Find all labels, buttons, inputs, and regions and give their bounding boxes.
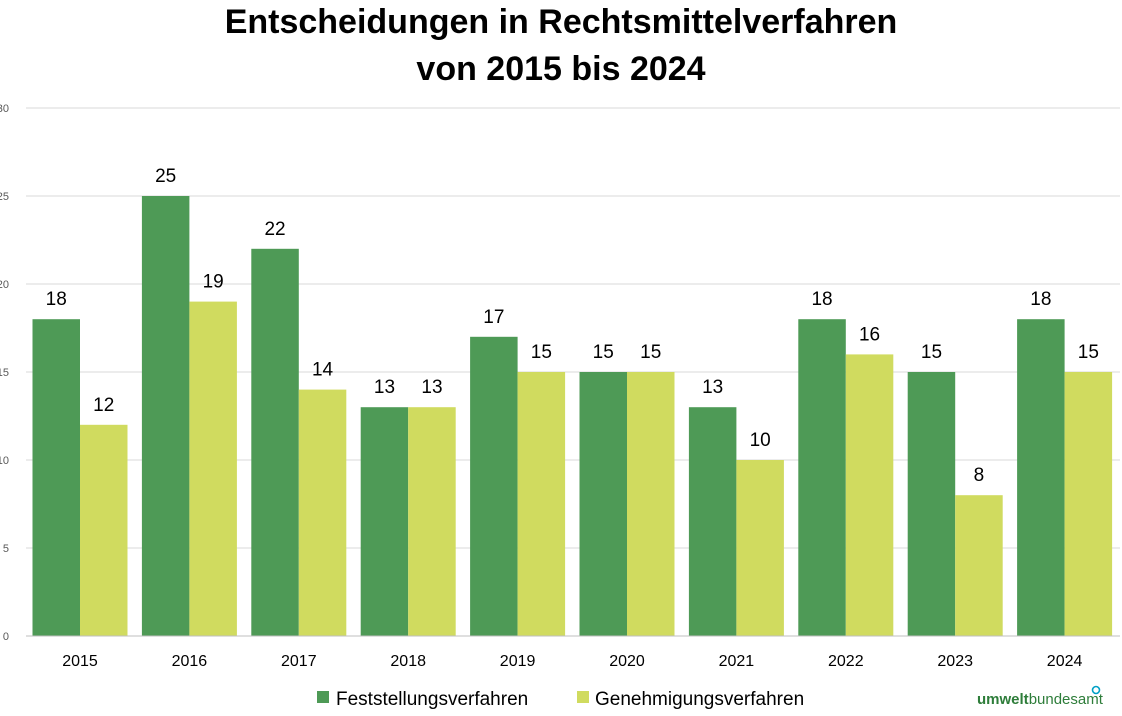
bar-feststellungsverfahren-2020 [579, 372, 627, 636]
y-tick-label-5: 5 [3, 543, 9, 555]
bar-genehmigungsverfahren-2022 [845, 354, 894, 636]
data-label-genehmigungsverfahren-2015: 12 [93, 395, 114, 416]
bar-feststellungsverfahren-2019 [470, 336, 518, 636]
logo-text-part1: umwelt [977, 691, 1029, 708]
y-tick-label-0: 0 [3, 631, 9, 643]
bar-genehmigungsverfahren-2018 [408, 407, 456, 636]
x-tick-label-2019: 2019 [500, 653, 536, 670]
legend: Feststellungsverfahren Genehmigungsverfa… [317, 689, 804, 710]
data-label-genehmigungsverfahren-2024: 15 [1078, 342, 1099, 363]
data-label-feststellungsverfahren-2022: 18 [811, 289, 832, 310]
bar-feststellungsverfahren-2023 [907, 372, 956, 636]
x-tick-label-2020: 2020 [609, 653, 645, 670]
y-tick-label-30: 30 [0, 103, 9, 115]
logo-text: umweltbundesamt [977, 691, 1104, 708]
x-tick-label-2021: 2021 [719, 653, 755, 670]
x-axis-ticks: 2015 2016 2017 2018 2019 2020 2021 2022 2023 2024 [62, 653, 1082, 670]
x-tick-label-2016: 2016 [172, 653, 208, 670]
x-tick-label-2024: 2024 [1047, 653, 1083, 670]
chart-title-line-2: von 2015 bis 2024 [416, 50, 705, 88]
data-label-genehmigungsverfahren-2018: 13 [421, 377, 442, 398]
bar-feststellungsverfahren-2015 [32, 319, 80, 636]
bar-feststellungsverfahren-2018 [360, 407, 409, 636]
data-label-genehmigungsverfahren-2021: 10 [750, 430, 771, 451]
x-tick-label-2015: 2015 [62, 653, 98, 670]
data-label-feststellungsverfahren-2019: 17 [483, 307, 504, 328]
logo-mark-icon [1091, 685, 1101, 695]
bar-feststellungsverfahren-2016 [141, 196, 190, 636]
data-label-feststellungsverfahren-2020: 15 [593, 342, 614, 363]
y-tick-label-25: 25 [0, 191, 9, 203]
bar-feststellungsverfahren-2017 [251, 248, 299, 637]
legend-label-feststellungsverfahren: Feststellungsverfahren [336, 689, 528, 710]
bar-genehmigungsverfahren-2024 [1064, 372, 1113, 636]
bar-feststellungsverfahren-2022 [798, 319, 846, 636]
legend-label-genehmigungsverfahren: Genehmigungsverfahren [595, 689, 804, 710]
data-labels: 18 12 25 19 22 14 13 13 17 15 15 15 13 10 18 16 15 8 18 15 [46, 166, 1099, 486]
x-tick-label-2023: 2023 [937, 653, 973, 670]
chart-title-line-1: Entscheidungen in Rechtsmittelverfahren [225, 3, 898, 41]
data-label-feststellungsverfahren-2023: 15 [921, 342, 942, 363]
bars [32, 196, 1113, 637]
y-tick-label-10: 10 [0, 455, 9, 467]
bar-genehmigungsverfahren-2021 [736, 460, 784, 636]
data-label-genehmigungsverfahren-2019: 15 [531, 342, 552, 363]
bar-genehmigungsverfahren-2020 [627, 372, 675, 636]
data-label-feststellungsverfahren-2015: 18 [46, 289, 67, 310]
data-label-genehmigungsverfahren-2017: 14 [312, 360, 334, 381]
bar-feststellungsverfahren-2024 [1017, 319, 1065, 636]
data-label-feststellungsverfahren-2016: 25 [155, 166, 176, 187]
y-axis-ticks: 0 5 10 15 20 25 30 [0, 103, 9, 643]
data-label-genehmigungsverfahren-2016: 19 [203, 272, 224, 293]
x-tick-label-2017: 2017 [281, 653, 317, 670]
legend-swatch-feststellungsverfahren [317, 691, 329, 703]
umweltbundesamt-logo: umweltbundesamt [977, 685, 1104, 708]
data-label-genehmigungsverfahren-2023: 8 [974, 465, 985, 486]
bar-genehmigungsverfahren-2019 [517, 372, 566, 636]
bar-feststellungsverfahren-2021 [688, 407, 737, 636]
data-label-feststellungsverfahren-2021: 13 [702, 377, 723, 398]
y-tick-label-20: 20 [0, 279, 9, 291]
x-tick-label-2018: 2018 [390, 653, 426, 670]
data-label-feststellungsverfahren-2024: 18 [1030, 289, 1051, 310]
data-label-genehmigungsverfahren-2022: 16 [859, 324, 880, 345]
legend-swatch-genehmigungsverfahren [577, 691, 589, 703]
bar-genehmigungsverfahren-2016 [189, 301, 237, 636]
bar-genehmigungsverfahren-2023 [955, 495, 1003, 636]
x-tick-label-2022: 2022 [828, 653, 864, 670]
data-label-feststellungsverfahren-2018: 13 [374, 377, 395, 398]
bar-genehmigungsverfahren-2015 [80, 424, 128, 636]
data-label-genehmigungsverfahren-2020: 15 [640, 342, 661, 363]
data-label-feststellungsverfahren-2017: 22 [264, 219, 285, 240]
y-tick-label-15: 15 [0, 367, 9, 379]
bar-genehmigungsverfahren-2017 [298, 389, 347, 636]
logo-text-part2: bundesamt [1029, 691, 1104, 708]
